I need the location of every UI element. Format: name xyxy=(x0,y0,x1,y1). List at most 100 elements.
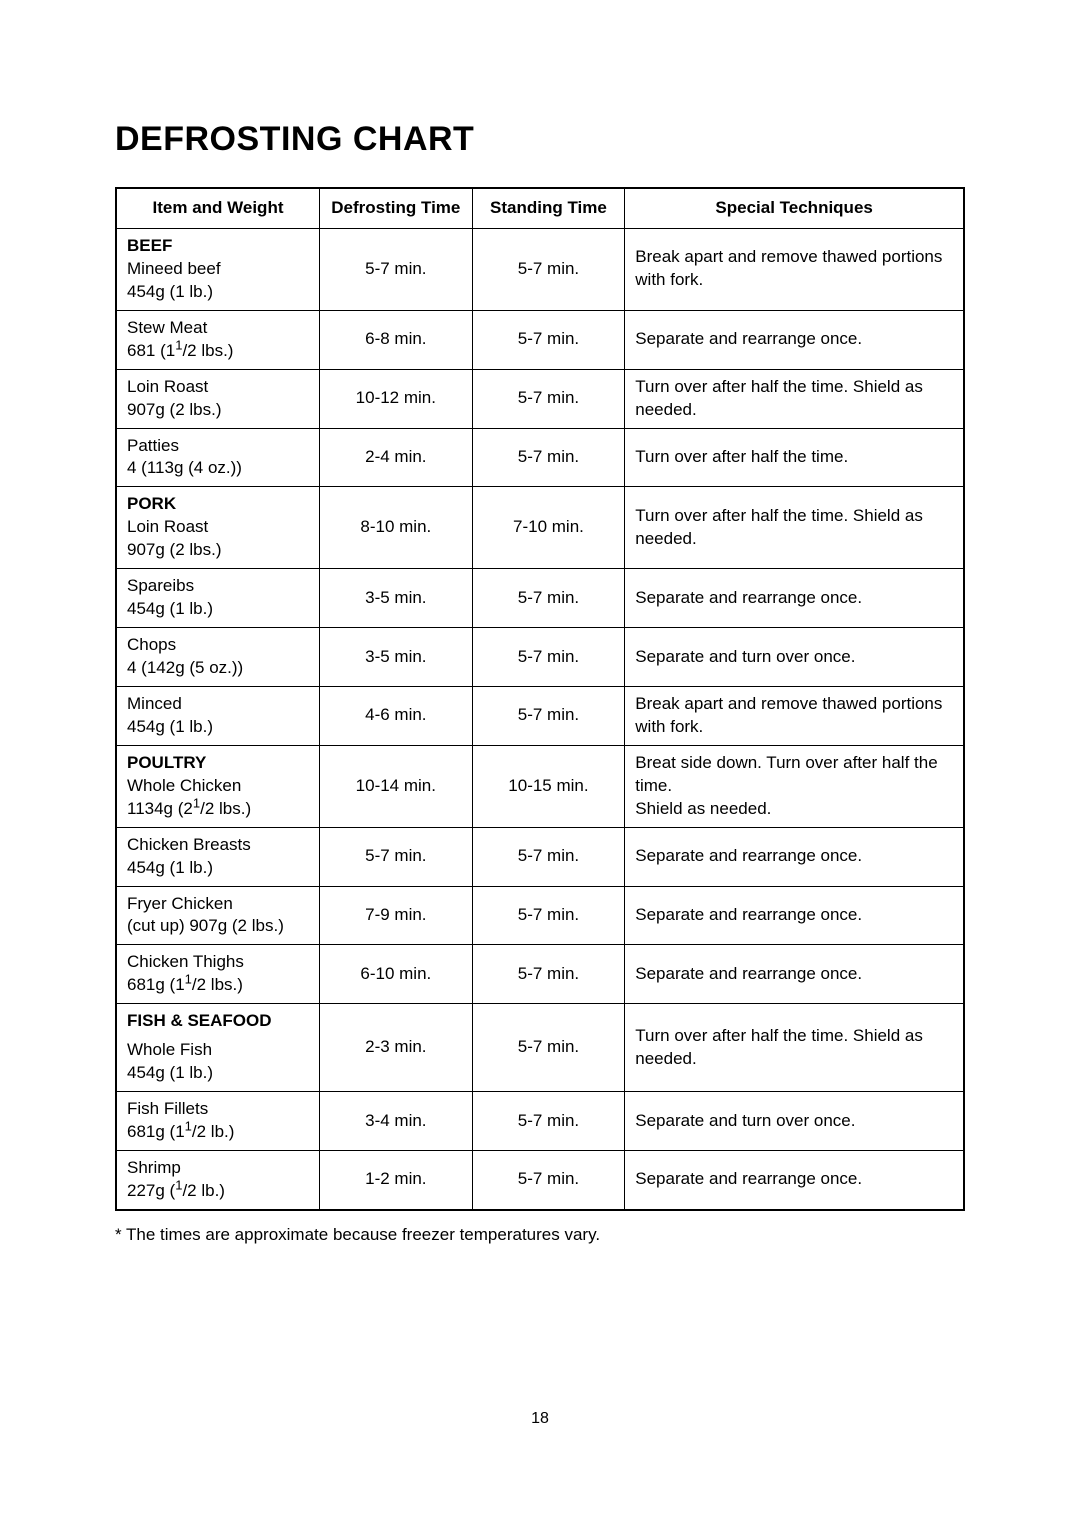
footnote: * The times are approximate because free… xyxy=(115,1225,965,1245)
item-line1: Mineed beef xyxy=(127,259,221,278)
item-line2: 681g (11/2 lbs.) xyxy=(127,975,243,994)
cell-defrost: 2-4 min. xyxy=(320,428,473,487)
cell-defrost: 10-14 min. xyxy=(320,745,473,827)
item-line1: Spareibs xyxy=(127,576,194,595)
cell-item: Stew Meat681 (11/2 lbs.) xyxy=(116,310,320,369)
cell-defrost: 8-10 min. xyxy=(320,487,473,569)
item-line2: 227g (1/2 lb.) xyxy=(127,1181,225,1200)
table-row: POULTRY Whole Chicken 1134g (21/2 lbs.) 10-… xyxy=(116,745,964,827)
cell-defrost: 3-5 min. xyxy=(320,628,473,687)
table-body: BEEFMineed beef454g (1 lb.)5-7 min.5-7 m… xyxy=(116,228,964,1209)
cell-stand: 5-7 min. xyxy=(472,428,625,487)
cell-item: FISH & SEAFOOD Whole Fish 454g (1 lb.) xyxy=(116,1004,320,1092)
cell-technique: Separate and rearrange once. xyxy=(625,1150,964,1209)
cell-item: Shrimp 227g (1/2 lb.) xyxy=(116,1150,320,1209)
cell-defrost: 3-4 min. xyxy=(320,1092,473,1151)
cell-item: Spareibs454g (1 lb.) xyxy=(116,569,320,628)
item-line1: Whole Chicken xyxy=(127,776,241,795)
item-line2: 681g (11/2 lb.) xyxy=(127,1122,234,1141)
item-line2: 454g (1 lb.) xyxy=(127,717,213,736)
category-label: PORK xyxy=(127,494,176,513)
table-row: PORK Loin Roast 907g (2 lbs.) 8-10 min.7-10… xyxy=(116,487,964,569)
cell-technique: Separate and rearrange once. xyxy=(625,310,964,369)
category-label: POULTRY xyxy=(127,753,206,772)
cell-defrost: 2-3 min. xyxy=(320,1004,473,1092)
cell-technique: Separate and rearrange once. xyxy=(625,569,964,628)
col-special-techniques: Special Techniques xyxy=(625,188,964,228)
cell-stand: 5-7 min. xyxy=(472,686,625,745)
cell-stand: 5-7 min. xyxy=(472,369,625,428)
cell-technique: Turn over after half the time. xyxy=(625,428,964,487)
cell-item: Fryer Chicken(cut up) 907g (2 lbs.) xyxy=(116,886,320,945)
cell-stand: 5-7 min. xyxy=(472,628,625,687)
cell-item: Chops4 (142g (5 oz.)) xyxy=(116,628,320,687)
page-title: DEFROSTING CHART xyxy=(115,120,965,159)
cell-technique: Separate and rearrange once. xyxy=(625,945,964,1004)
cell-technique: Breat side down. Turn over after half th… xyxy=(625,745,964,827)
cell-technique: Turn over after half the time. Shield as… xyxy=(625,487,964,569)
cell-stand: 5-7 min. xyxy=(472,886,625,945)
cell-item: Minced 454g (1 lb.) xyxy=(116,686,320,745)
item-line1: Chicken Breasts xyxy=(127,835,251,854)
category-label: BEEF xyxy=(127,236,172,255)
cell-technique: Separate and rearrange once. xyxy=(625,886,964,945)
cell-stand: 10-15 min. xyxy=(472,745,625,827)
table-row: Chicken Breasts 454g (1 lb.) 5-7 min.5-7 m… xyxy=(116,827,964,886)
cell-stand: 5-7 min. xyxy=(472,1150,625,1209)
cell-item: POULTRY Whole Chicken 1134g (21/2 lbs.) xyxy=(116,745,320,827)
page-number: 18 xyxy=(0,1410,1080,1428)
cell-item: Fish Fillets681g (11/2 lb.) xyxy=(116,1092,320,1151)
item-line2: (cut up) 907g (2 lbs.) xyxy=(127,916,284,935)
col-defrosting-time: Defrosting Time xyxy=(320,188,473,228)
cell-stand: 5-7 min. xyxy=(472,1004,625,1092)
cell-defrost: 3-5 min. xyxy=(320,569,473,628)
table-row: Fryer Chicken(cut up) 907g (2 lbs.)7-9 m… xyxy=(116,886,964,945)
cell-technique: Turn over after half the time. Shield as… xyxy=(625,369,964,428)
item-line1: Chops xyxy=(127,635,176,654)
cell-item: Loin Roast 907g (2 lbs.) xyxy=(116,369,320,428)
cell-item: Chicken Thighs 681g (11/2 lbs.) xyxy=(116,945,320,1004)
cell-technique: Break apart and remove thawed portions w… xyxy=(625,686,964,745)
cell-defrost: 6-8 min. xyxy=(320,310,473,369)
item-line2: 454g (1 lb.) xyxy=(127,858,213,877)
defrosting-table: Item and Weight Defrosting Time Standing… xyxy=(115,187,965,1211)
table-header-row: Item and Weight Defrosting Time Standing… xyxy=(116,188,964,228)
cell-stand: 5-7 min. xyxy=(472,569,625,628)
item-line1: Whole Fish xyxy=(127,1040,212,1059)
item-line2: 454g (1 lb.) xyxy=(127,282,213,301)
cell-stand: 5-7 min. xyxy=(472,228,625,310)
table-row: Spareibs454g (1 lb.)3-5 min.5-7 min.Sepa… xyxy=(116,569,964,628)
cell-stand: 5-7 min. xyxy=(472,1092,625,1151)
category-label: FISH & SEAFOOD xyxy=(127,1011,272,1030)
table-row: FISH & SEAFOOD Whole Fish 454g (1 lb.) 2-3 … xyxy=(116,1004,964,1092)
cell-stand: 7-10 min. xyxy=(472,487,625,569)
item-line1: Shrimp xyxy=(127,1158,181,1177)
cell-defrost: 5-7 min. xyxy=(320,827,473,886)
cell-defrost: 10-12 min. xyxy=(320,369,473,428)
table-row: Patties4 (113g (4 oz.))2-4 min.5-7 min.T… xyxy=(116,428,964,487)
table-row: BEEFMineed beef454g (1 lb.)5-7 min.5-7 m… xyxy=(116,228,964,310)
cell-defrost: 7-9 min. xyxy=(320,886,473,945)
table-row: Chicken Thighs681g (11/2 lbs.)6-10 min.5… xyxy=(116,945,964,1004)
item-line2: 1134g (21/2 lbs.) xyxy=(127,799,251,818)
table-row: Shrimp 227g (1/2 lb.) 1-2 min.5-7 min.Sepa… xyxy=(116,1150,964,1209)
item-line1: Chicken Thighs xyxy=(127,952,244,971)
item-line2: 454g (1 lb.) xyxy=(127,1063,213,1082)
cell-item: BEEF Mineed beef 454g (1 lb.) xyxy=(116,228,320,310)
item-line2: 907g (2 lbs.) xyxy=(127,540,222,559)
cell-defrost: 6-10 min. xyxy=(320,945,473,1004)
cell-technique: Separate and turn over once. xyxy=(625,1092,964,1151)
col-item-weight: Item and Weight xyxy=(116,188,320,228)
cell-item: Chicken Breasts 454g (1 lb.) xyxy=(116,827,320,886)
cell-defrost: 4-6 min. xyxy=(320,686,473,745)
cell-stand: 5-7 min. xyxy=(472,827,625,886)
cell-technique: Turn over after half the time. Shield as… xyxy=(625,1004,964,1092)
cell-defrost: 1-2 min. xyxy=(320,1150,473,1209)
cell-item: Patties4 (113g (4 oz.)) xyxy=(116,428,320,487)
item-line2: 907g (2 lbs.) xyxy=(127,400,222,419)
item-line1: Loin Roast xyxy=(127,377,208,396)
cell-technique: Break apart and remove thawed portions w… xyxy=(625,228,964,310)
table-row: Stew Meat681 (11/2 lbs.)6-8 min.5-7 min.… xyxy=(116,310,964,369)
item-line1: Loin Roast xyxy=(127,517,208,536)
item-line1: Minced xyxy=(127,694,182,713)
